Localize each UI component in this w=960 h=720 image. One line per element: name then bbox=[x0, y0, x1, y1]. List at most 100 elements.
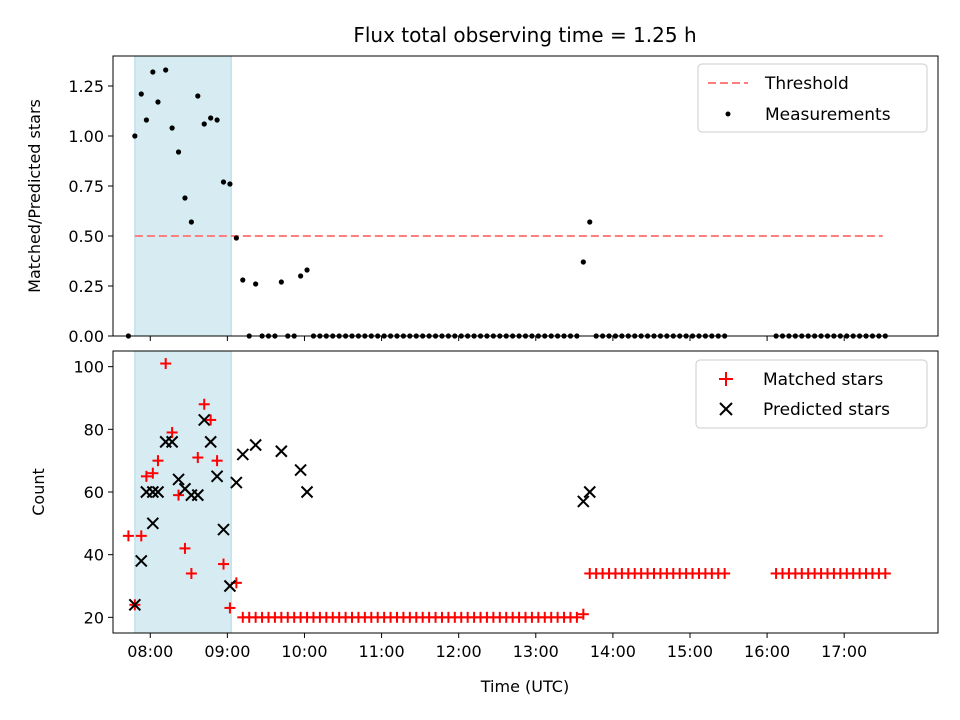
measurement-point-5 bbox=[155, 99, 161, 105]
legend-measurements: Measurements bbox=[765, 105, 891, 125]
top-panel: Flux total observing time = 1.25 h 0.000… bbox=[25, 23, 939, 346]
xtick-label-0: 08:00 bbox=[127, 642, 173, 661]
top-ytick-label-0: 0.00 bbox=[68, 327, 104, 346]
legend-matched-stars: Matched stars bbox=[763, 370, 883, 390]
bottom-y-ticks: 20 40 60 80 100 bbox=[73, 358, 113, 627]
matched-point-16 bbox=[224, 602, 236, 614]
top-ytick-label-2: 0.50 bbox=[68, 227, 104, 246]
predicted-point-23 bbox=[577, 495, 590, 508]
predicted-point-18 bbox=[236, 448, 249, 461]
matched-point-0 bbox=[122, 530, 134, 542]
shaded-span-top bbox=[134, 55, 232, 337]
xtick-label-4: 12:00 bbox=[436, 642, 482, 661]
measurement-point-4 bbox=[150, 69, 156, 75]
bottom-ytick-label-0: 20 bbox=[84, 608, 104, 627]
top-y-ticks: 0.00 0.25 0.50 0.75 1.00 1.25 bbox=[68, 77, 113, 346]
predicted-point-17 bbox=[230, 476, 243, 489]
measurement-point-20 bbox=[253, 281, 259, 287]
measurement-point-28 bbox=[304, 267, 310, 273]
matched-point-8 bbox=[173, 489, 185, 501]
predicted-point-5 bbox=[151, 485, 165, 499]
measurement-point-14 bbox=[214, 117, 220, 123]
bottom-legend-box bbox=[695, 359, 928, 429]
predicted-point-3 bbox=[146, 517, 160, 530]
xtick-label-6: 14:00 bbox=[590, 642, 636, 661]
measurement-point-3 bbox=[143, 117, 150, 123]
bottom-ytick-label-4: 100 bbox=[73, 358, 104, 377]
bottom-ytick-label-2: 60 bbox=[84, 483, 104, 502]
measurement-point-11 bbox=[195, 93, 201, 99]
measurement-point-71 bbox=[580, 259, 586, 265]
predicted-point-24 bbox=[583, 485, 596, 499]
predicted-point-13 bbox=[204, 435, 217, 449]
measurement-point-2 bbox=[138, 91, 144, 97]
predicted-point-20 bbox=[275, 445, 288, 458]
measurement-point-15 bbox=[220, 179, 227, 185]
top-y-axis-label: Matched/Predicted stars bbox=[25, 99, 44, 293]
matched-point-14 bbox=[211, 455, 223, 467]
measurement-point-16 bbox=[227, 181, 233, 187]
matched-point-10 bbox=[185, 567, 197, 579]
top-legend: Threshold Measurements bbox=[697, 63, 928, 133]
matched-point-4 bbox=[147, 467, 159, 479]
xtick-label-8: 16:00 bbox=[744, 642, 790, 661]
matched-legend-swatch bbox=[719, 372, 733, 386]
matched-point-6 bbox=[160, 358, 172, 370]
matched-point-111 bbox=[879, 567, 891, 579]
measurement-point-7 bbox=[169, 125, 175, 131]
bottom-marks bbox=[122, 358, 891, 623]
measurement-point-10 bbox=[188, 219, 194, 225]
top-ytick-label-5: 1.25 bbox=[68, 77, 104, 96]
top-ytick-label-4: 1.00 bbox=[68, 127, 104, 146]
top-ytick-label-1: 0.25 bbox=[68, 277, 104, 296]
matched-point-7 bbox=[166, 426, 178, 438]
measurement-point-27 bbox=[298, 273, 304, 279]
bottom-ytick-label-3: 80 bbox=[84, 420, 104, 439]
xtick-label-7: 15:00 bbox=[667, 642, 713, 661]
predicted-point-1 bbox=[135, 554, 148, 568]
measurement-point-24 bbox=[278, 279, 284, 285]
matched-point-12 bbox=[198, 398, 210, 410]
top-x-ticks bbox=[149, 336, 845, 341]
legend-threshold: Threshold bbox=[764, 74, 849, 94]
predicted-point-4 bbox=[146, 485, 160, 499]
bottom-x-ticks: 08:00 09:00 10:00 11:00 12:00 13:00 14:00 15:00… bbox=[127, 633, 867, 661]
measurement-point-6 bbox=[163, 67, 169, 73]
matched-point-9 bbox=[179, 542, 191, 554]
x-axis-label: Time (UTC) bbox=[480, 677, 569, 696]
predicted-point-11 bbox=[191, 488, 205, 502]
measurement-point-12 bbox=[201, 121, 207, 127]
chart-title: Flux total observing time = 1.25 h bbox=[353, 23, 696, 47]
measurement-point-13 bbox=[208, 115, 214, 121]
matched-point-93 bbox=[719, 567, 731, 579]
matched-point-15 bbox=[218, 558, 230, 570]
predicted-point-16 bbox=[223, 579, 237, 593]
xtick-label-5: 13:00 bbox=[513, 642, 559, 661]
predicted-point-14 bbox=[210, 470, 224, 483]
bottom-ytick-label-1: 40 bbox=[84, 546, 104, 565]
xtick-label-3: 11:00 bbox=[359, 642, 405, 661]
matched-point-11 bbox=[192, 452, 204, 464]
bottom-axes-frame bbox=[112, 350, 939, 634]
matched-point-13 bbox=[205, 414, 217, 426]
measurement-point-17 bbox=[233, 235, 239, 241]
top-axes-frame bbox=[112, 55, 939, 337]
bottom-panel: 20 40 60 80 100 08:00 09:00 10:00 11:00 12:00 13:… bbox=[29, 350, 939, 696]
predicted-point-8 bbox=[172, 473, 185, 486]
predicted-point-21 bbox=[294, 463, 307, 477]
predicted-point-15 bbox=[217, 523, 230, 536]
predicted-point-22 bbox=[300, 485, 314, 499]
legend-predicted-stars: Predicted stars bbox=[763, 400, 890, 420]
matched-point-2 bbox=[135, 530, 147, 542]
xtick-label-9: 17:00 bbox=[821, 642, 867, 661]
predicted-point-12 bbox=[198, 413, 211, 427]
bottom-y-axis-label: Count bbox=[29, 468, 48, 516]
measurement-point-9 bbox=[182, 195, 188, 201]
top-ytick-label-3: 0.75 bbox=[68, 177, 104, 196]
predicted-point-19 bbox=[249, 438, 262, 452]
predicted-legend-swatch bbox=[719, 402, 733, 416]
top-legend-box bbox=[697, 63, 928, 133]
xtick-label-2: 10:00 bbox=[281, 642, 327, 661]
xtick-label-1: 09:00 bbox=[204, 642, 250, 661]
